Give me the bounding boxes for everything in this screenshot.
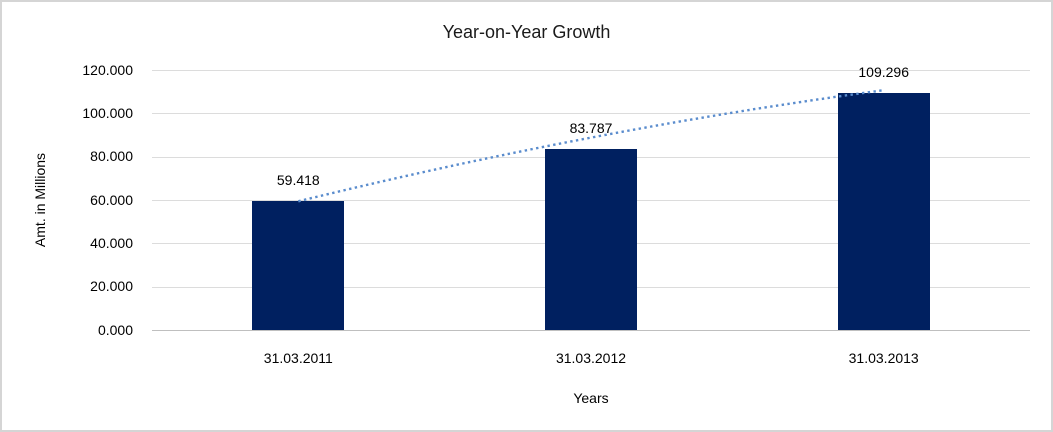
bar-value-label: 109.296 (858, 64, 909, 81)
chart-title: Year-on-Year Growth (442, 22, 611, 42)
x-tick-label: 31.03.2011 (263, 350, 333, 366)
y-tick-label: 20.000 (90, 278, 133, 295)
y-tick-label: 120.000 (82, 61, 133, 78)
x-axis-line (152, 330, 1030, 331)
bar (545, 148, 637, 330)
x-tick-label: 31.03.2013 (848, 350, 919, 366)
gridline (152, 70, 1030, 71)
bar (837, 93, 930, 330)
bar (252, 201, 345, 330)
x-axis-title: Years (573, 390, 609, 406)
y-tick-label: 40.000 (90, 234, 133, 251)
y-tick-label: 60.000 (90, 191, 133, 208)
bar-value-label: 59.418 (276, 172, 320, 189)
x-tick-label: 31.03.2012 (555, 350, 627, 366)
bar-value-label: 83.787 (569, 119, 613, 136)
y-tick-label: 100.000 (82, 104, 133, 121)
y-tick-label: 0.000 (97, 321, 133, 338)
y-tick-label: 80.000 (90, 148, 133, 165)
